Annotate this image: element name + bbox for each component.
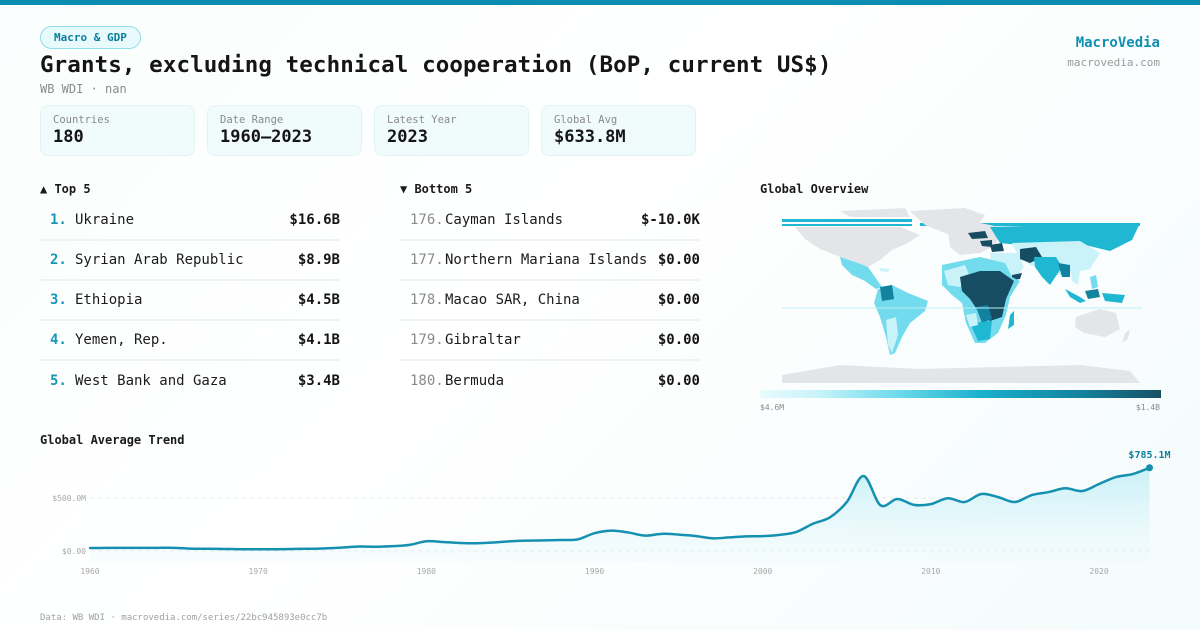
country-value: $3.4B xyxy=(297,373,340,389)
x-tick-label: 2020 xyxy=(1089,567,1108,576)
country-name: Cayman Islands xyxy=(445,212,564,228)
y-tick-label: $500.0M xyxy=(52,494,86,503)
rank-number: 4. xyxy=(50,332,67,348)
latest-value-label: $785.1M xyxy=(1128,450,1170,461)
rank-number: 1. xyxy=(50,212,67,228)
rank-number: 3. xyxy=(50,292,67,308)
stats-row: Countries 180 Date Range 1960–2023 Lates… xyxy=(40,105,696,156)
list-item[interactable]: 176. Cayman Islands $-10.0K xyxy=(400,201,700,241)
stat-value: 180 xyxy=(53,127,84,147)
x-tick-label: 1960 xyxy=(80,567,99,576)
country-value: $4.1B xyxy=(297,332,340,348)
country-name: Macao SAR, China xyxy=(445,292,580,308)
bottom5-heading: ▼ Bottom 5 xyxy=(400,182,473,196)
map-legend-gradient xyxy=(760,390,1161,398)
country-name: Bermuda xyxy=(445,373,505,389)
country-value: $16.6B xyxy=(289,212,340,228)
stat-card-date-range: Date Range 1960–2023 xyxy=(207,105,362,156)
country-value: $8.9B xyxy=(297,252,340,268)
world-choropleth-map[interactable] xyxy=(780,205,1143,385)
trend-area xyxy=(90,467,1150,562)
page-subtitle: WB WDI · nan xyxy=(40,82,127,96)
top-accent-bar xyxy=(0,0,1200,5)
country-value: $0.00 xyxy=(657,252,700,268)
stat-card-global-avg: Global Avg $633.8M xyxy=(541,105,696,156)
bottom5-list: 176. Cayman Islands $-10.0K 177. Northern … xyxy=(400,201,700,401)
country-value: $0.00 xyxy=(657,373,700,389)
trend-line xyxy=(88,466,1151,551)
list-item[interactable]: 4. Yemen, Rep. $4.1B xyxy=(40,321,340,361)
list-item[interactable]: 2. Syrian Arab Republic $8.9B xyxy=(40,241,340,281)
stat-card-latest-year: Latest Year 2023 xyxy=(374,105,529,156)
stat-label: Latest Year xyxy=(387,114,457,126)
x-tick-label: 1980 xyxy=(417,567,436,576)
legend-max-label: $1.4B xyxy=(1135,403,1160,412)
rank-number: 180. xyxy=(410,373,444,389)
brand-url[interactable]: macrovedia.com xyxy=(1067,56,1160,69)
stat-value: 1960–2023 xyxy=(220,127,313,147)
top5-heading: ▲ Top 5 xyxy=(40,182,91,196)
trend-line-chart: $500.0M $0.00 $785.1M 1960 1970 1980 1990 20… xyxy=(52,450,1170,576)
stat-card-countries: Countries 180 xyxy=(40,105,195,156)
stat-label: Global Avg xyxy=(554,114,618,126)
list-item[interactable]: 3. Ethiopia $4.5B xyxy=(40,281,340,321)
country-value: $-10.0K xyxy=(640,212,700,228)
list-item[interactable]: 5. West Bank and Gaza $3.4B xyxy=(40,361,340,401)
footer-source: Data: WB WDI · macrovedia.com/series/22b… xyxy=(40,613,328,623)
stat-value: $633.8M xyxy=(554,127,626,147)
legend-min-label: $4.6M xyxy=(760,403,785,412)
stat-label: Date Range xyxy=(220,114,284,126)
list-item[interactable]: 180. Bermuda $0.00 xyxy=(400,361,700,401)
trend-heading: Global Average Trend xyxy=(40,433,185,447)
y-tick-label: $0.00 xyxy=(62,547,86,556)
country-name: West Bank and Gaza xyxy=(75,373,227,389)
country-name: Ukraine xyxy=(75,212,135,228)
rank-number: 177. xyxy=(410,252,444,268)
country-name: Ethiopia xyxy=(75,292,143,308)
country-value: $4.5B xyxy=(297,292,340,308)
rank-number: 176. xyxy=(410,212,444,228)
x-tick-label: 1970 xyxy=(249,567,268,576)
rank-number: 5. xyxy=(50,373,67,389)
rank-number: 179. xyxy=(410,332,444,348)
x-tick-label: 2000 xyxy=(753,567,772,576)
list-item[interactable]: 1. Ukraine $16.6B xyxy=(40,201,340,241)
list-item[interactable]: 178. Macao SAR, China $0.00 xyxy=(400,281,700,321)
latest-value-dot xyxy=(1146,464,1153,472)
country-name: Gibraltar xyxy=(445,332,521,348)
trend-chart[interactable]: $500.0M $0.00 $785.1M 1960 1970 1980 1990 20… xyxy=(0,440,1200,590)
page-title: Grants, excluding technical cooperation … xyxy=(40,52,832,78)
brand-name[interactable]: MacroVedia xyxy=(1075,35,1160,51)
list-item[interactable]: 177. Northern Mariana Islands $0.00 xyxy=(400,241,700,281)
x-tick-label: 2010 xyxy=(921,567,940,576)
country-name: Northern Mariana Islands xyxy=(445,252,648,268)
country-value: $0.00 xyxy=(657,332,700,348)
stat-label: Countries xyxy=(53,114,110,126)
rank-number: 2. xyxy=(50,252,67,268)
stat-value: 2023 xyxy=(387,127,428,147)
brand: MacroVedia macrovedia.com xyxy=(1067,35,1160,69)
country-name: Syrian Arab Republic xyxy=(75,252,244,268)
x-axis-ticks: 1960 1970 1980 1990 2000 2010 2020 xyxy=(80,567,1108,576)
x-tick-label: 1990 xyxy=(585,567,604,576)
category-pill[interactable]: Macro & GDP xyxy=(40,26,141,49)
country-name: Yemen, Rep. xyxy=(75,332,168,348)
list-item[interactable]: 179. Gibraltar $0.00 xyxy=(400,321,700,361)
map-heading: Global Overview xyxy=(760,182,869,196)
world-map-svg xyxy=(782,208,1142,383)
country-value: $0.00 xyxy=(657,292,700,308)
rank-number: 178. xyxy=(410,292,444,308)
top5-list: 1. Ukraine $16.6B 2. Syrian Arab Republic … xyxy=(40,201,340,401)
